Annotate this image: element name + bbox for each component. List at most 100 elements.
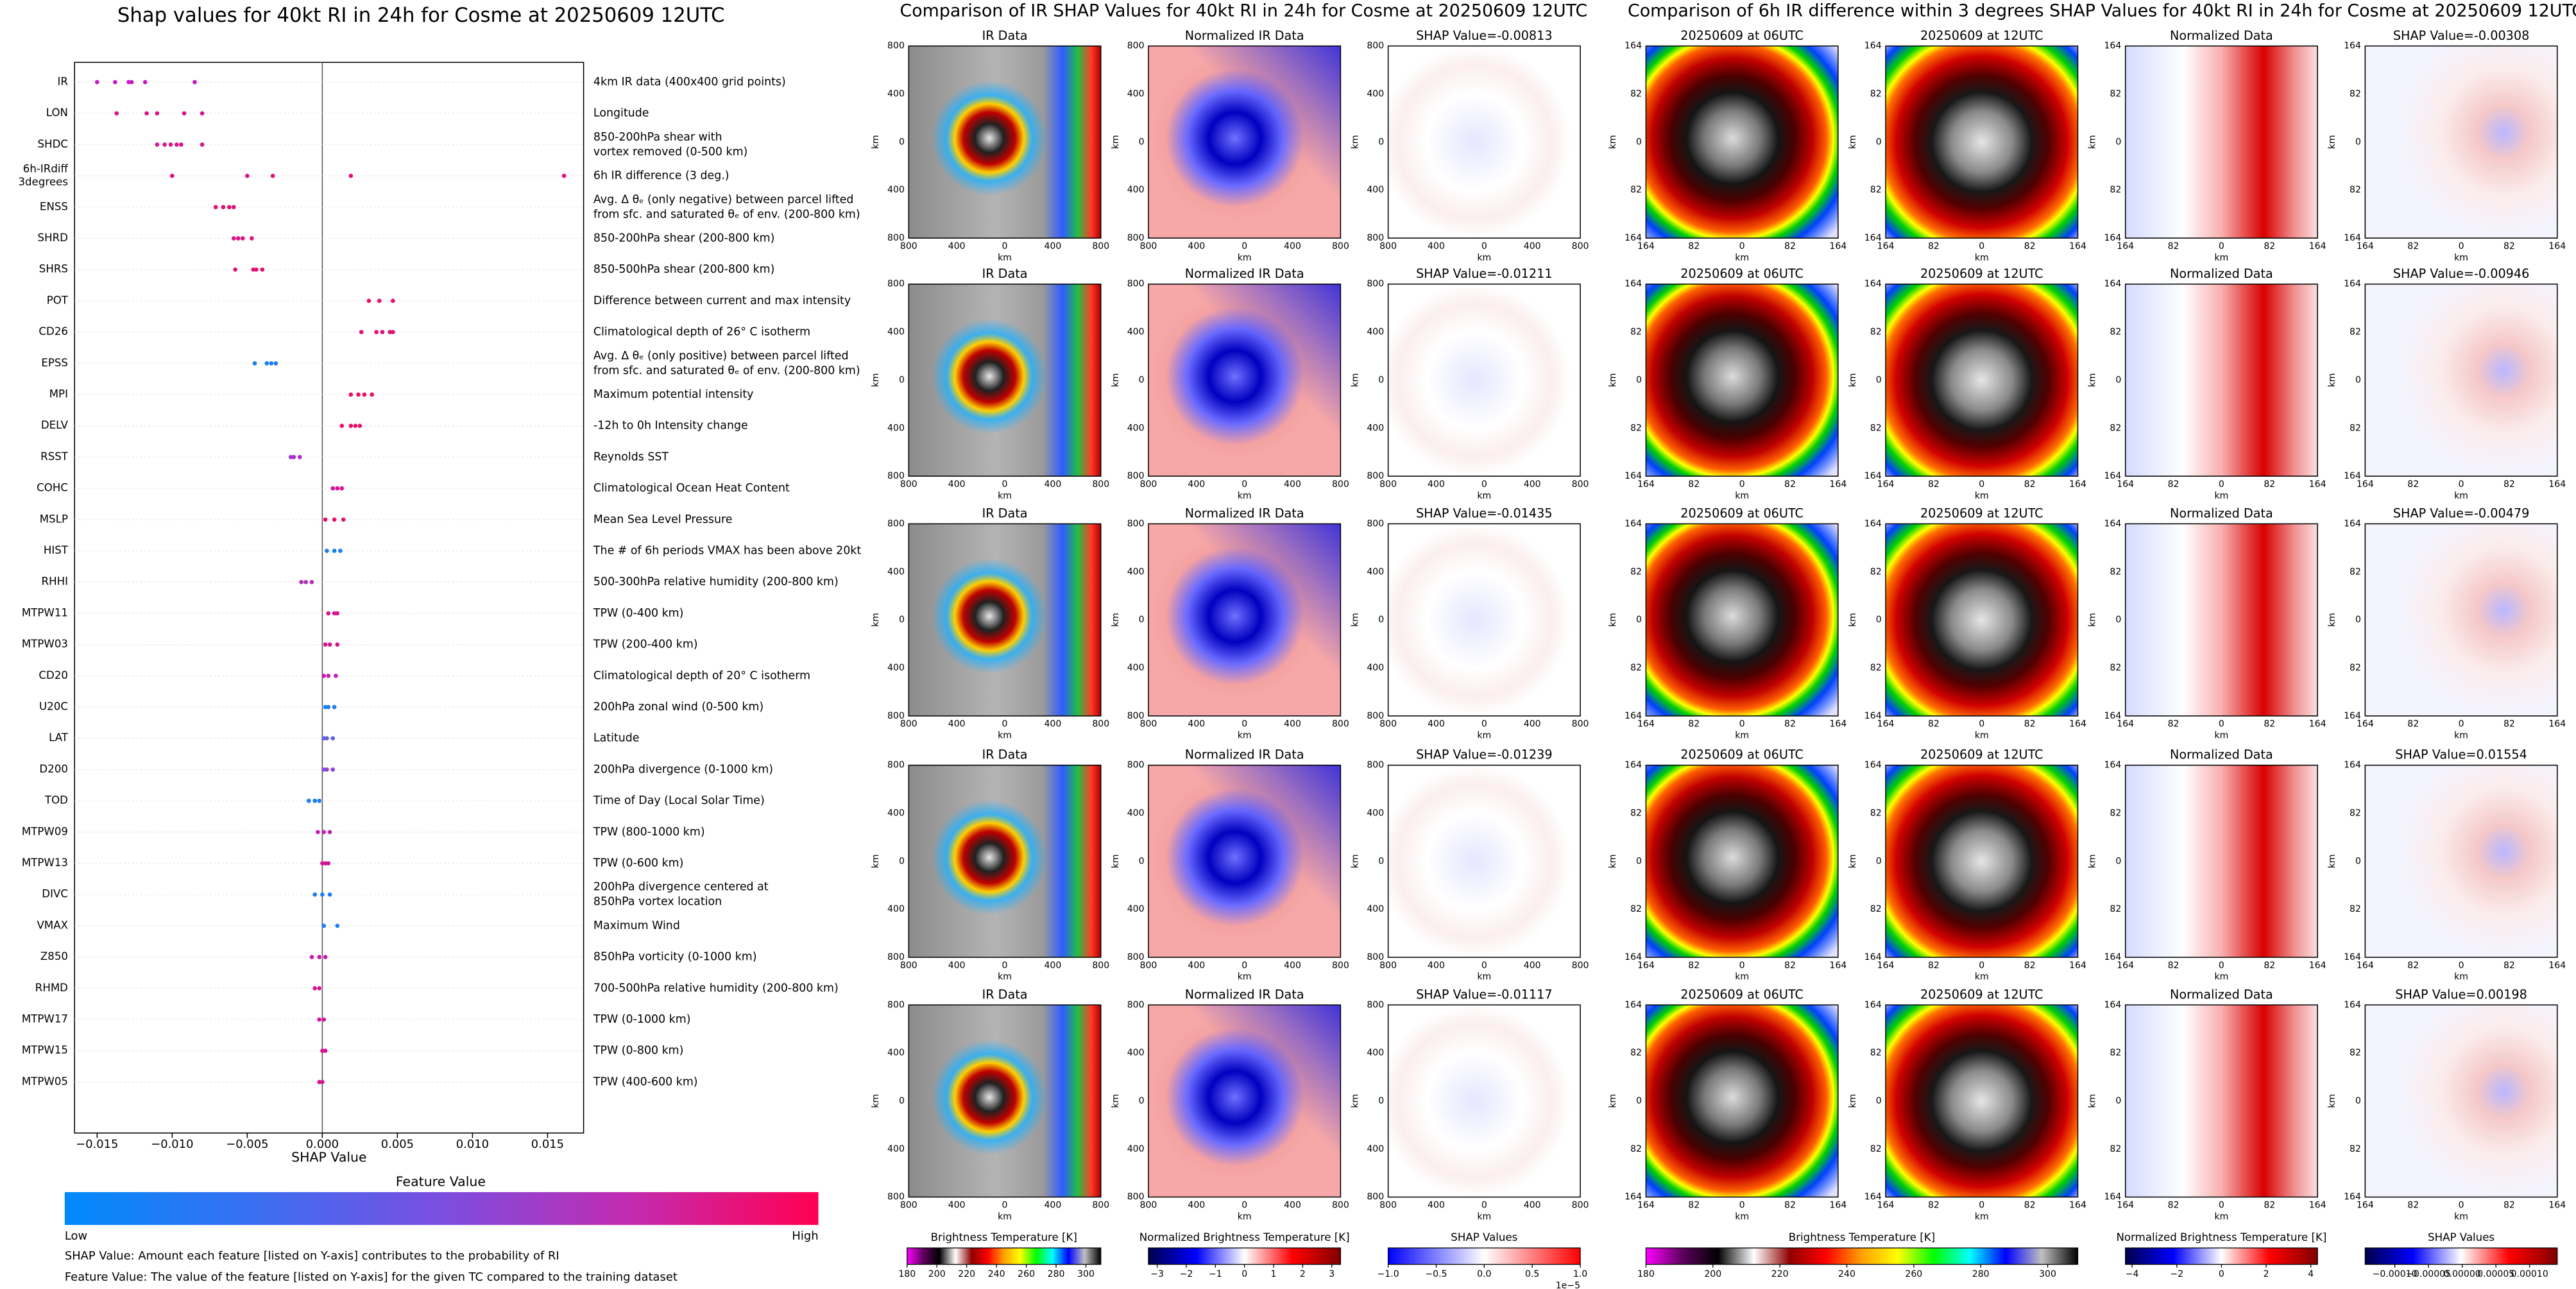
y-tick-label: 400 xyxy=(1127,1048,1145,1058)
y-tick-label: 164 xyxy=(1864,1192,1882,1202)
panel-frame xyxy=(1645,523,1839,717)
panel-frame xyxy=(1885,1004,2079,1198)
panel-title: Normalized IR Data xyxy=(1185,987,1304,1002)
point xyxy=(326,704,331,710)
y-tick-label: 82 xyxy=(2350,89,2361,99)
y-tick-label: 800 xyxy=(1367,952,1384,962)
y-tick-label: 400 xyxy=(1127,904,1145,914)
y-axis-label: km xyxy=(2327,135,2337,149)
point xyxy=(155,142,160,147)
point xyxy=(325,767,329,772)
x-tick-label: 400 xyxy=(948,241,966,252)
feature-description: from sfc. and saturated θₑ of env. (200-… xyxy=(593,208,860,221)
x-tick-label: 82 xyxy=(1928,960,1940,971)
y-tick-label: 800 xyxy=(887,471,905,481)
panel-frame xyxy=(2364,523,2558,717)
feature-description: Climatological depth of 26° C isotherm xyxy=(593,326,810,339)
x-tick-label: 0 xyxy=(1481,719,1487,730)
x-tick-label: 800 xyxy=(1332,1200,1349,1210)
panel-title: IR Data xyxy=(982,506,1028,521)
point xyxy=(317,798,322,803)
y-tick-label: 800 xyxy=(1127,1192,1145,1202)
y-tick-label: 164 xyxy=(2104,471,2121,481)
feature-description: Maximum potential intensity xyxy=(593,388,754,401)
point xyxy=(323,1048,328,1054)
x-tick-label: 164 xyxy=(2069,719,2086,730)
x-axis-label: km xyxy=(1238,972,1252,982)
x-tick-label: 0 xyxy=(2459,719,2464,730)
colorbar-tick-label: −0.00010 xyxy=(2373,1269,2418,1279)
x-tick-label: 400 xyxy=(1524,241,1541,252)
x-tick-label: 164 xyxy=(1637,241,1655,252)
point xyxy=(335,642,340,647)
y-tick-label: 0 xyxy=(1636,615,1642,625)
point xyxy=(299,579,303,585)
y-tick-label: MTPW03 xyxy=(22,638,68,650)
panel-image xyxy=(908,1005,1101,1197)
x-tick-label: 0 xyxy=(2459,1200,2464,1210)
x-tick-label: 164 xyxy=(2309,960,2326,971)
y-tick-label: 400 xyxy=(887,904,905,914)
y-tick-label: 800 xyxy=(1367,279,1384,289)
point xyxy=(129,80,134,85)
panel-image xyxy=(1646,765,1838,958)
y-tick-label: 400 xyxy=(1367,808,1384,818)
y-tick-label: 82 xyxy=(1630,663,1642,673)
point xyxy=(339,486,345,491)
y-tick-label: 82 xyxy=(1870,89,1882,99)
y-tick-label: 164 xyxy=(1864,471,1882,481)
colorbar-tick-label: 0.00000 xyxy=(2444,1269,2481,1279)
x-tick-label: 82 xyxy=(2503,241,2515,252)
panel-frame xyxy=(1885,764,2079,958)
colorbar-tick-label: 300 xyxy=(1077,1269,1095,1279)
y-axis-label: km xyxy=(1608,613,1618,627)
y-tick-label: 164 xyxy=(2344,952,2361,962)
x-tick-label: 82 xyxy=(2503,960,2515,971)
x-axis-label: km xyxy=(2215,491,2229,501)
x-tick-label: 0.005 xyxy=(381,1138,414,1151)
y-axis-label: km xyxy=(871,135,881,149)
x-tick-label: 800 xyxy=(1572,241,1589,252)
point xyxy=(348,423,354,429)
y-tick-label: 400 xyxy=(1367,327,1384,337)
y-axis-label: km xyxy=(1848,854,1858,868)
y-tick-label: MTPW17 xyxy=(22,1013,68,1025)
y-tick-label: 800 xyxy=(887,711,905,721)
panel-image xyxy=(2125,765,2318,958)
y-tick-label: 164 xyxy=(1864,41,1882,51)
y-tick-label: SHDC xyxy=(38,138,68,150)
feature-description: Climatological depth of 20° C isotherm xyxy=(593,669,810,682)
y-tick-label: 0 xyxy=(1378,615,1384,625)
point xyxy=(357,423,363,429)
y-tick-label: 164 xyxy=(1625,471,1642,481)
panel-title: Normalized Data xyxy=(2170,747,2273,762)
point xyxy=(113,80,117,85)
chart-title: Shap values for 40kt RI in 24h for Cosme… xyxy=(117,4,725,27)
y-tick-label: 800 xyxy=(1127,41,1145,51)
x-tick-label: 800 xyxy=(1092,479,1109,490)
y-tick-label: HIST xyxy=(44,544,69,556)
x-tick-label: 164 xyxy=(2117,1200,2134,1210)
x-tick-label: 164 xyxy=(2117,479,2134,490)
x-tick-label: 400 xyxy=(1524,1200,1541,1210)
x-tick-label: 82 xyxy=(2168,960,2179,971)
point xyxy=(317,986,322,991)
x-tick-label: 164 xyxy=(2069,241,2086,252)
panel-frame xyxy=(1387,283,1581,477)
point xyxy=(326,673,331,678)
x-tick-label: 400 xyxy=(1284,960,1301,971)
feature-description: TPW (0-1000 km) xyxy=(593,1013,691,1026)
x-axis-label: km xyxy=(2454,491,2468,501)
panel-title: Normalized IR Data xyxy=(1185,266,1304,281)
point xyxy=(231,205,236,210)
colorbar-tick-label: 0.00005 xyxy=(2477,1269,2514,1279)
point xyxy=(320,861,325,866)
point xyxy=(170,173,175,178)
x-tick-label: 800 xyxy=(1572,1200,1589,1210)
point xyxy=(320,1048,325,1054)
y-tick-label: 164 xyxy=(2104,711,2121,721)
x-tick-label: 164 xyxy=(2309,1200,2326,1210)
x-axis-label: km xyxy=(1975,253,1989,263)
x-axis-label: km xyxy=(998,491,1012,501)
